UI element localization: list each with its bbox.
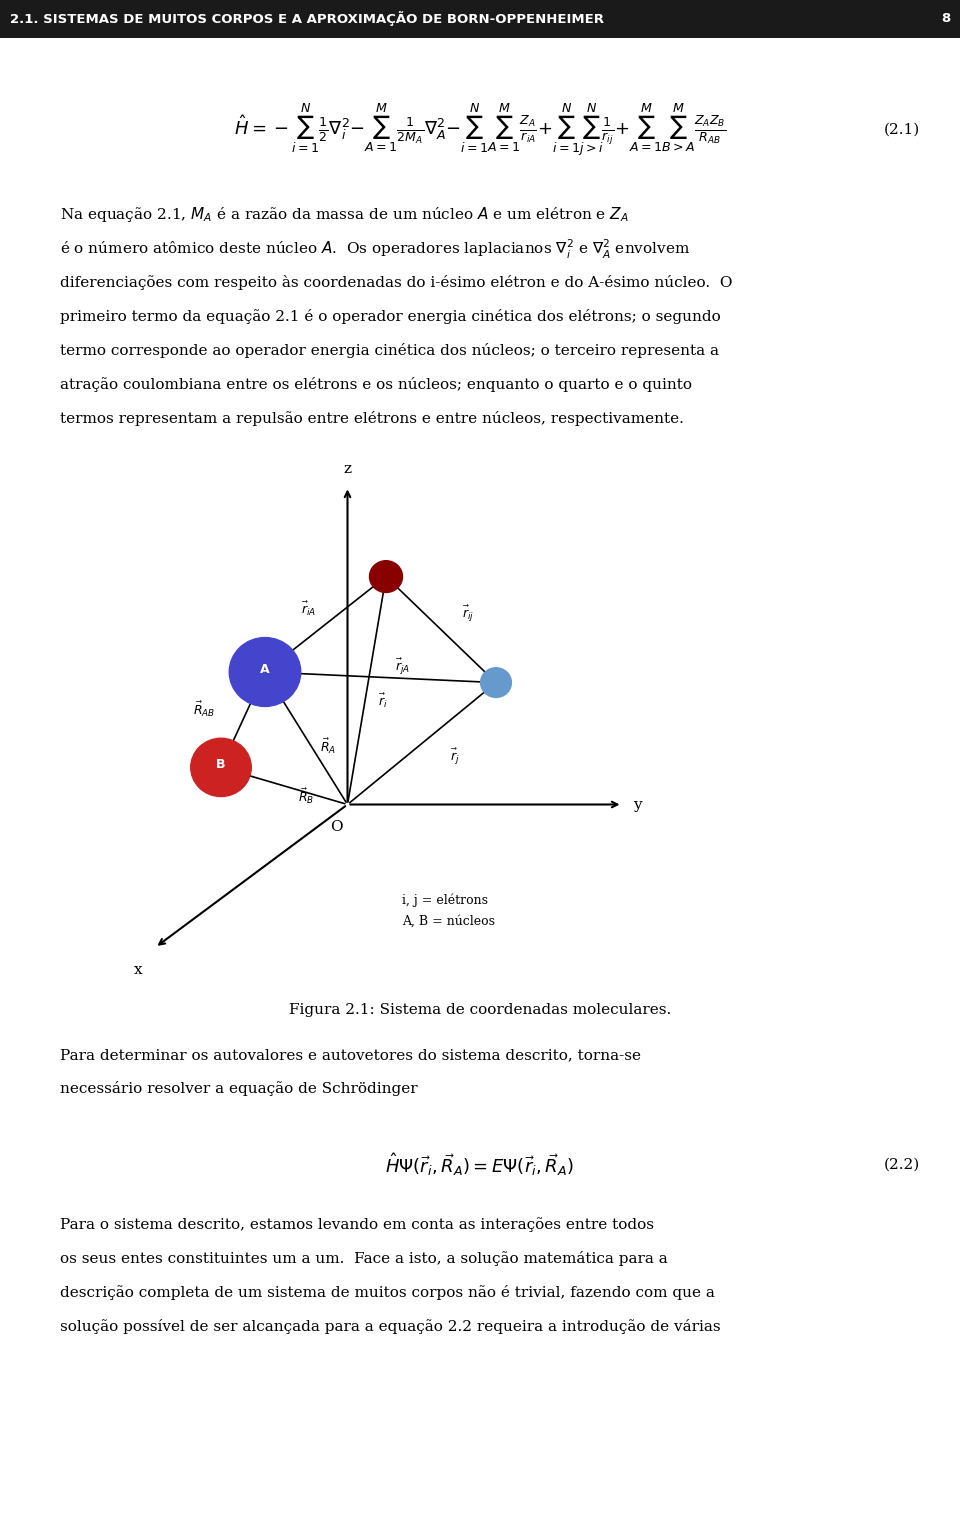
Text: O: O [330,820,343,834]
Text: A: A [260,664,270,676]
Text: $\hat{H}\Psi(\vec{r}_i, \vec{R}_A) = E\Psi(\vec{r}_i, \vec{R}_A)$: $\hat{H}\Psi(\vec{r}_i, \vec{R}_A) = E\P… [386,1152,574,1178]
Text: (2.2): (2.2) [884,1158,920,1172]
Text: $\vec{R}_{AB}$: $\vec{R}_{AB}$ [193,700,216,718]
Text: B: B [216,758,226,772]
Text: termo corresponde ao operador energia cinética dos núcleos; o terceiro represent: termo corresponde ao operador energia ci… [60,344,719,359]
Text: os seus entes constituintes um a um.  Face a isto, a solução matemática para a: os seus entes constituintes um a um. Fac… [60,1251,668,1266]
Text: $\vec{r}_{iA}$: $\vec{r}_{iA}$ [301,600,317,618]
Circle shape [191,738,252,796]
Text: diferenciações com respeito às coordenadas do i-ésimo elétron e do A-ésimo núcle: diferenciações com respeito às coordenad… [60,275,732,291]
Text: $\vec{r}_i$: $\vec{r}_i$ [378,693,388,711]
Circle shape [229,638,300,706]
Circle shape [481,668,512,697]
Circle shape [370,560,402,592]
Text: Na equação 2.1, $M_A$ é a razão da massa de um núcleo $A$ e um elétron e $Z_A$: Na equação 2.1, $M_A$ é a razão da massa… [60,205,629,225]
Bar [0,0,960,38]
Text: Para determinar os autovalores e autovetores do sistema descrito, torna-se: Para determinar os autovalores e autovet… [60,1049,641,1062]
Text: y: y [634,798,642,811]
Text: x: x [134,963,143,977]
Text: $\vec{r}_{ij}$: $\vec{r}_{ij}$ [463,604,474,624]
Text: termos representam a repulsão entre elétrons e entre núcleos, respectivamente.: termos representam a repulsão entre elét… [60,411,684,426]
Text: descrição completa de um sistema de muitos corpos não é trivial, fazendo com que: descrição completa de um sistema de muit… [60,1286,715,1300]
Text: $\vec{R}_A$: $\vec{R}_A$ [320,737,336,756]
Text: $\hat{H} = -\sum_{i=1}^{N}\frac{1}{2}\nabla_i^2$$ - \sum_{A=1}^{M}\frac{1}{2M_A}: $\hat{H} = -\sum_{i=1}^{N}\frac{1}{2}\na… [234,102,726,158]
Text: (2.1): (2.1) [884,123,920,137]
Text: atração coulombiana entre os elétrons e os núcleos; enquanto o quarto e o quinto: atração coulombiana entre os elétrons e … [60,377,692,393]
Text: necessário resolver a equação de Schrödinger: necessário resolver a equação de Schrödi… [60,1082,418,1096]
Text: primeiro termo da equação 2.1 é o operador energia cinética dos elétrons; o segu: primeiro termo da equação 2.1 é o operad… [60,309,721,324]
Text: z: z [344,461,351,476]
Text: é o número atômico deste núcleo $A$.  Os operadores laplacianos $\nabla_i^2$ e $: é o número atômico deste núcleo $A$. Os … [60,237,690,260]
Text: 8: 8 [941,12,950,26]
Text: Figura 2.1: Sistema de coordenadas moleculares.: Figura 2.1: Sistema de coordenadas molec… [289,1003,671,1017]
Text: solução possível de ser alcançada para a equação 2.2 requeira a introdução de vá: solução possível de ser alcançada para a… [60,1320,721,1335]
Text: $\vec{r}_j$: $\vec{r}_j$ [450,747,460,767]
Text: $\vec{r}_{jA}$: $\vec{r}_{jA}$ [395,656,410,677]
Text: i, j = elétrons
A, B = núcleos: i, j = elétrons A, B = núcleos [402,893,495,928]
Text: $\vec{R}_B$: $\vec{R}_B$ [299,787,314,807]
Text: Para o sistema descrito, estamos levando em conta as interações entre todos: Para o sistema descrito, estamos levando… [60,1218,654,1233]
Text: 2.1. SISTEMAS DE MUITOS CORPOS E A APROXIMAÇÃO DE BORN-OPPENHEIMER: 2.1. SISTEMAS DE MUITOS CORPOS E A APROX… [10,12,604,26]
